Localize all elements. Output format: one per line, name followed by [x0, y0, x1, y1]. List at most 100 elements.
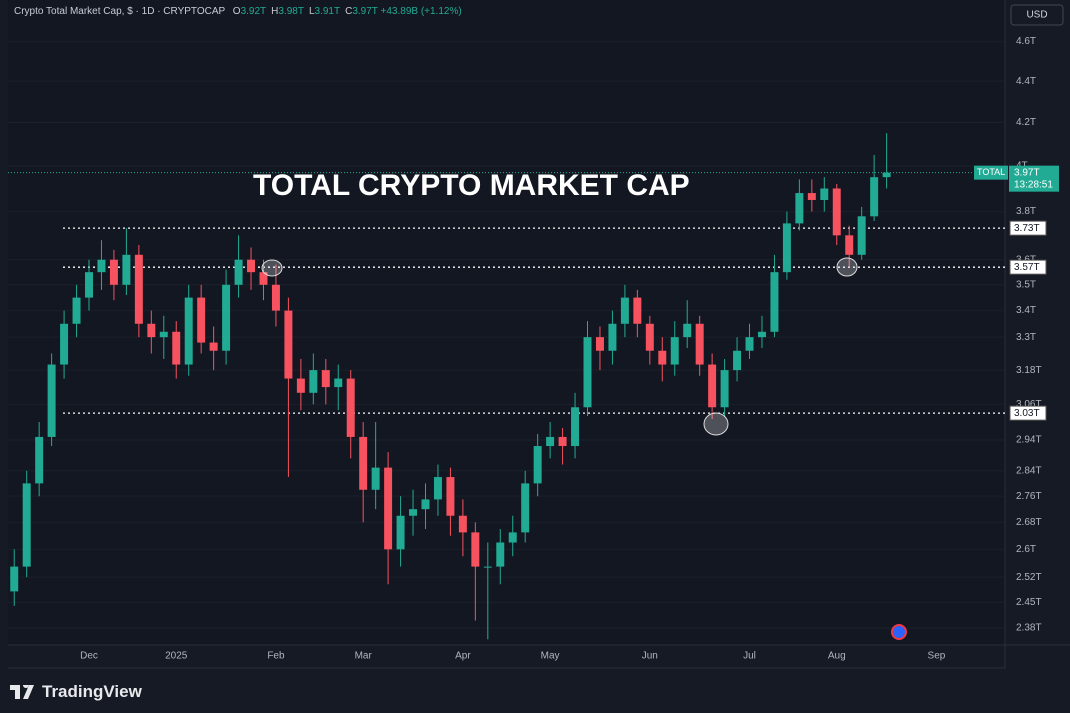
- y-tick-label: 3.8T: [1016, 206, 1036, 217]
- y-tick-label: 2.45T: [1016, 597, 1042, 608]
- candle-body: [172, 331, 181, 365]
- level-label: 3.03T: [1014, 408, 1040, 419]
- x-tick-label: May: [541, 651, 560, 662]
- candle-body: [309, 370, 318, 393]
- y-axis: 2.38T 2.45T 2.52T 2.6T 2.68T 2.76T 2.84T 2.94T 3…: [1016, 36, 1042, 633]
- x-tick-label: Aug: [828, 651, 846, 662]
- candle-body: [733, 350, 742, 371]
- candle-body: [546, 436, 555, 447]
- candle-body: [770, 272, 779, 332]
- candle-body: [458, 515, 467, 533]
- candle-body: [384, 467, 393, 550]
- candle-body: [10, 566, 19, 592]
- y-tick-label: 3.18T: [1016, 365, 1042, 376]
- last-name: TOTAL: [977, 167, 1005, 177]
- candle-body: [782, 223, 791, 273]
- candle-body: [197, 297, 206, 343]
- candle-body: [122, 254, 131, 285]
- legend: Crypto Total Market Cap, $ · 1D · CRYPTO…: [14, 6, 462, 17]
- x-tick-label: Jul: [743, 651, 756, 662]
- candle-body: [296, 378, 305, 393]
- y-tick-label: 3.4T: [1016, 305, 1036, 316]
- ohlc-value: 3.92T: [240, 6, 267, 17]
- y-tick-label: 4.4T: [1016, 76, 1036, 87]
- candle-body: [708, 364, 717, 408]
- currency-box[interactable]: [1010, 4, 1064, 26]
- candle-body: [807, 193, 816, 200]
- x-tick-label: Sep: [928, 651, 946, 662]
- candle-body: [85, 272, 93, 298]
- y-tick-label: 4.2T: [1016, 117, 1036, 128]
- event-icon[interactable]: [891, 624, 907, 640]
- candle-body: [820, 188, 829, 200]
- candle-body: [496, 542, 505, 567]
- candle-body: [882, 172, 891, 178]
- candle-body: [209, 342, 218, 351]
- candle-body: [695, 323, 704, 365]
- candle-body: [658, 350, 667, 365]
- levels: [8, 172, 1005, 414]
- last-price-label: 3.97T: [1014, 167, 1040, 178]
- y-tick-label: 2.84T: [1016, 465, 1042, 476]
- candle-body: [396, 515, 405, 550]
- candle-body: [421, 499, 430, 510]
- x-tick-label: Feb: [267, 651, 285, 662]
- y-tick-label: 4.6T: [1016, 36, 1036, 47]
- candle-body: [334, 378, 343, 388]
- y-tick-label: 2.76T: [1016, 491, 1042, 502]
- ohlc-key: C: [345, 6, 353, 17]
- x-tick-label: Jun: [642, 651, 658, 662]
- candle-body: [533, 446, 542, 484]
- candles: [10, 133, 891, 640]
- candle-body: [870, 177, 879, 217]
- x-tick-label: Mar: [355, 651, 373, 662]
- y-tick-label: 2.68T: [1016, 517, 1042, 528]
- y-tick-label: 3.3T: [1016, 332, 1036, 343]
- candle-body: [745, 337, 754, 351]
- plot-area: [8, 0, 1005, 645]
- candle-body: [845, 235, 854, 255]
- candle-body: [184, 297, 193, 365]
- candle-body: [259, 272, 268, 285]
- candle-body: [371, 467, 380, 490]
- highlight-circle: [836, 257, 858, 277]
- candle-body: [346, 378, 355, 437]
- y-tick-label: 3.5T: [1016, 279, 1036, 290]
- countdown: 13:28:51: [1014, 179, 1053, 190]
- candle-body: [795, 193, 804, 224]
- footer: TradingView: [10, 682, 142, 702]
- candle-body: [521, 483, 530, 533]
- candle-body: [60, 323, 69, 365]
- level-label: 3.73T: [1014, 223, 1040, 234]
- candle-body: [620, 297, 629, 324]
- ohlc-value: 3.98T: [278, 6, 304, 17]
- y-tick-label: 2.38T: [1016, 623, 1042, 634]
- candle-body: [757, 331, 766, 338]
- ohlc-value: 3.91T: [314, 6, 341, 17]
- ohlc-key: O: [232, 6, 241, 17]
- level-label-box: [1009, 220, 1047, 236]
- logo: [10, 685, 34, 699]
- symbol: Crypto Total Market Cap, $ · 1D · CRYPTO…: [14, 6, 226, 17]
- candle-body: [35, 436, 44, 484]
- x-tick-label: 2025: [165, 651, 188, 662]
- candle-body: [583, 337, 592, 408]
- candle-body: [159, 331, 168, 338]
- y-tick-label: 2.52T: [1016, 572, 1042, 583]
- y-tick-label: 2.94T: [1016, 435, 1042, 446]
- y-tick-label: 2.6T: [1016, 544, 1036, 555]
- last-name-box: [974, 165, 1008, 180]
- level-label-box: [1009, 259, 1047, 275]
- candle-body: [22, 483, 31, 567]
- currency[interactable]: USD: [1026, 10, 1047, 21]
- candle-body: [670, 337, 679, 365]
- ohlc-value: 3.97T: [352, 6, 378, 17]
- x-tick-label: Dec: [80, 651, 98, 662]
- candle-body: [409, 509, 418, 516]
- candle-body: [633, 297, 642, 324]
- candle-body: [483, 566, 492, 568]
- candle-body: [147, 323, 156, 338]
- candle-body: [284, 310, 293, 379]
